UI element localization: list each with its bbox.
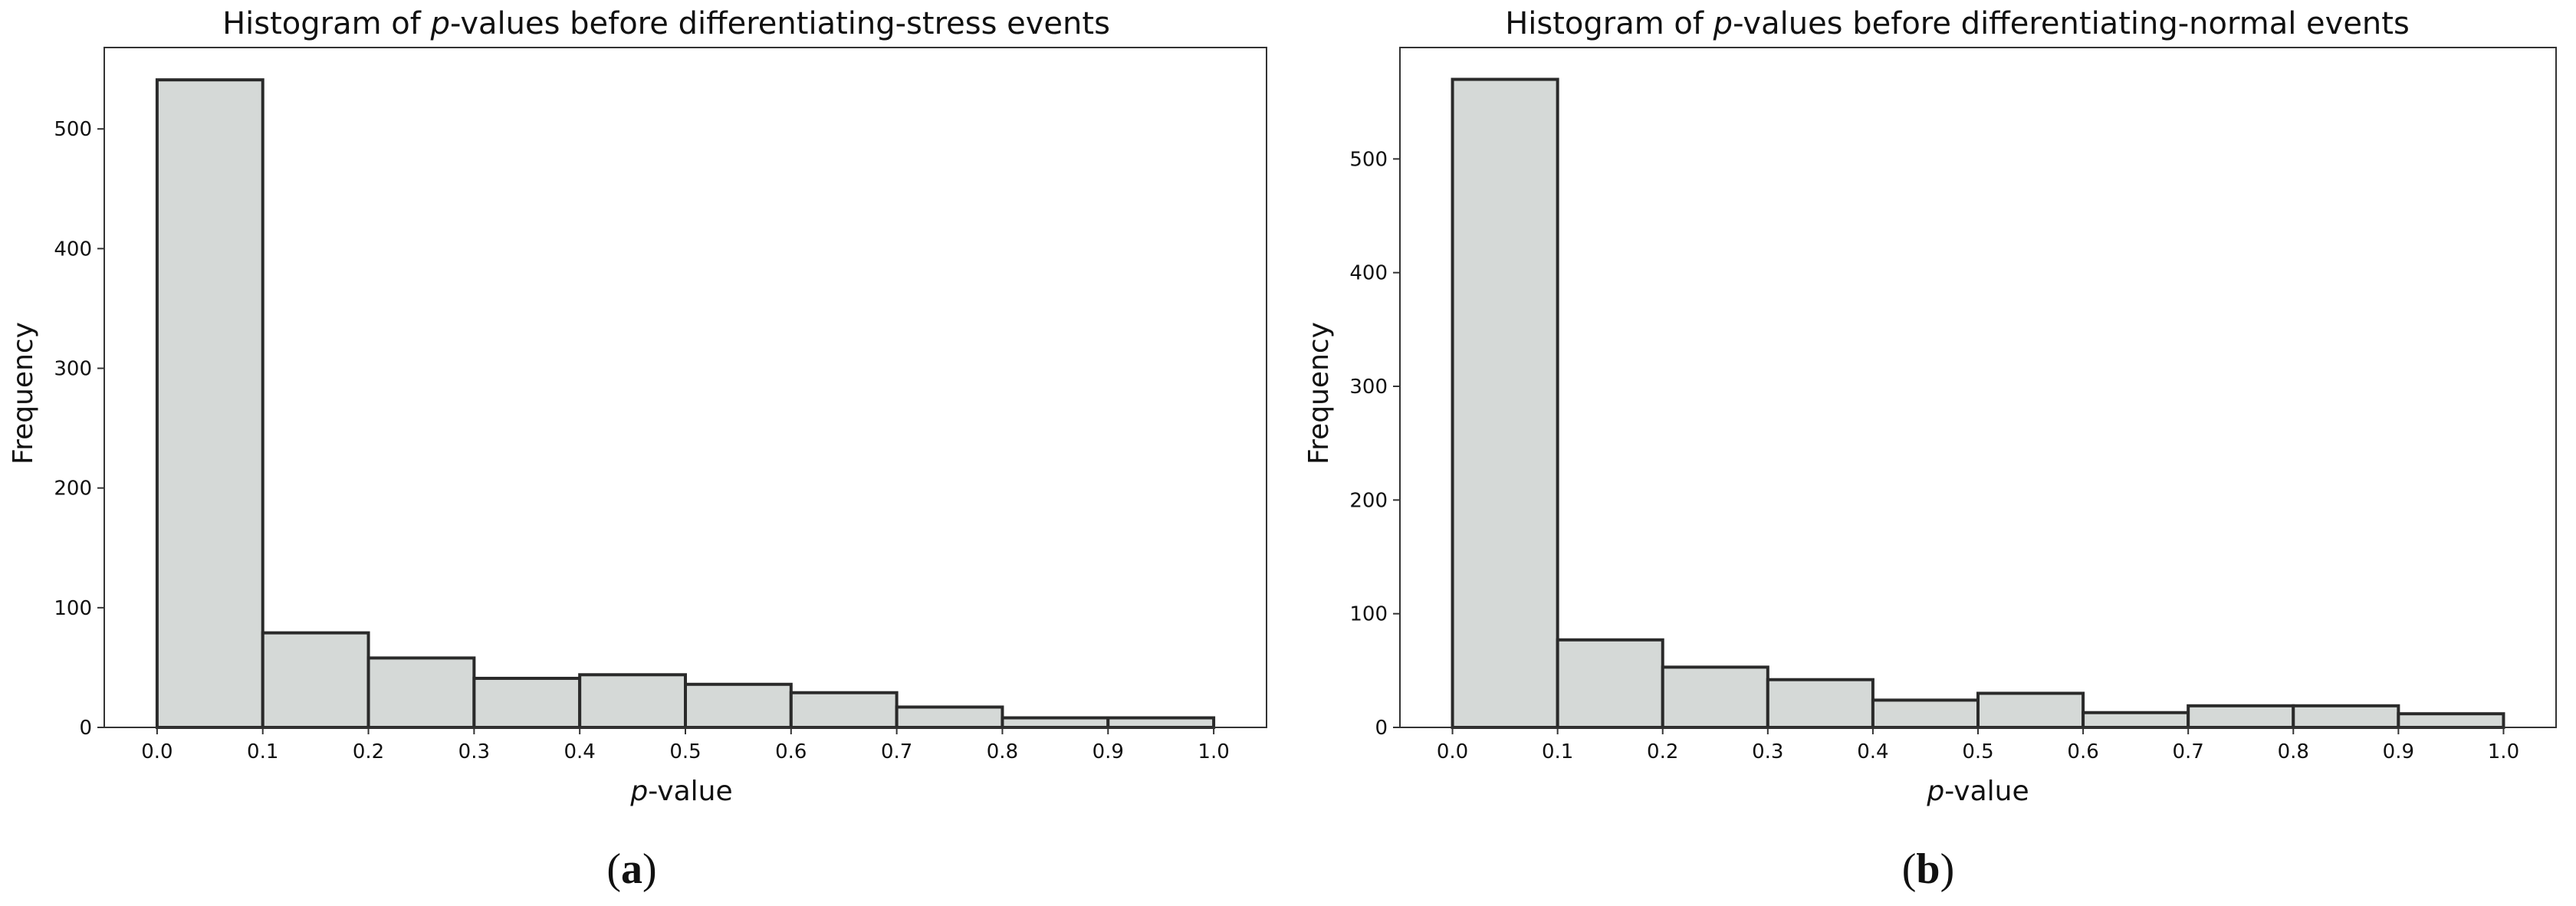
y-axis-label: Frequency — [1303, 322, 1335, 464]
histogram-bar — [472, 676, 582, 729]
y-axis-label: Frequency — [8, 322, 39, 464]
histogram-bar — [1976, 691, 2085, 729]
histogram-bar — [789, 691, 899, 729]
y-tick-label: 200 — [1349, 489, 1388, 512]
histogram-bar — [1106, 716, 1216, 729]
x-tick-label: 0.1 — [1542, 740, 1573, 763]
y-axis-ticks: 0 100 200 300 400 500 — [1349, 148, 1400, 740]
y-tick-label: 0 — [1375, 717, 1388, 740]
histogram-bar — [1766, 678, 1875, 729]
bars — [155, 78, 1216, 730]
x-axis-ticks: 0.0 0.1 0.2 0.3 0.4 0.5 0.6 0.7 0.8 0.9 1.0 — [1437, 727, 2519, 763]
plot-frame — [104, 47, 1267, 728]
histogram-bar — [261, 631, 370, 729]
histogram-bar — [684, 682, 793, 729]
histogram-bar — [1451, 77, 1559, 729]
y-tick-label: 300 — [54, 358, 92, 381]
histogram-bar — [2397, 712, 2505, 730]
histogram-bar — [1556, 638, 1664, 729]
x-tick-label: 1.0 — [2488, 740, 2519, 763]
x-tick-label: 0.0 — [1437, 740, 1468, 763]
histogram-bar — [578, 673, 687, 730]
histogram-bar — [2292, 704, 2400, 730]
histogram-bar — [895, 705, 1004, 729]
chart-title: Histogram of p-values before differentia… — [222, 6, 1110, 41]
histogram-panel-b: Histogram of p-values before differentia… — [1303, 6, 2557, 893]
histogram-bar — [1661, 665, 1769, 729]
y-tick-label: 500 — [54, 118, 92, 141]
plot-frame — [1399, 47, 2557, 728]
x-axis-label: p-value — [1926, 776, 2029, 807]
y-tick-label: 300 — [1349, 376, 1388, 399]
x-tick-label: 0.5 — [1962, 740, 1993, 763]
y-tick-label: 400 — [1349, 262, 1388, 285]
x-tick-label: 0.4 — [1857, 740, 1888, 763]
histogram-bar — [2082, 711, 2190, 730]
x-tick-label: 0.7 — [881, 740, 912, 763]
panel-label: (a) — [606, 845, 656, 893]
y-tick-label: 500 — [1349, 148, 1388, 171]
x-tick-label: 0.3 — [1752, 740, 1783, 763]
histogram-bar — [155, 78, 264, 729]
y-tick-label: 200 — [54, 478, 92, 501]
x-tick-label: 0.8 — [987, 740, 1018, 763]
x-tick-label: 0.2 — [1647, 740, 1678, 763]
x-tick-label: 0.5 — [669, 740, 701, 763]
y-tick-label: 400 — [54, 238, 92, 261]
histogram-panel-a: Histogram of p-values before differentia… — [8, 6, 1267, 893]
histogram-bar — [2187, 704, 2295, 730]
y-axis-ticks: 0 100 200 300 400 500 — [54, 118, 104, 740]
x-tick-label: 0.9 — [2383, 740, 2414, 763]
x-tick-label: 0.2 — [353, 740, 384, 763]
x-axis-ticks: 0.0 0.1 0.2 0.3 0.4 0.5 0.6 0.7 0.8 0.9 1.0 — [141, 727, 1230, 763]
x-tick-label: 0.1 — [247, 740, 278, 763]
x-tick-label: 0.6 — [775, 740, 807, 763]
histogram-bar — [1001, 716, 1110, 729]
x-tick-label: 0.4 — [564, 740, 596, 763]
x-tick-label: 0.6 — [2067, 740, 2098, 763]
x-tick-label: 0.8 — [2278, 740, 2309, 763]
histogram-bar — [366, 656, 476, 730]
y-tick-label: 100 — [1349, 603, 1388, 626]
y-tick-label: 0 — [79, 717, 92, 740]
x-axis-label: p-value — [629, 776, 732, 807]
y-tick-label: 100 — [54, 597, 92, 620]
x-tick-label: 0.9 — [1092, 740, 1124, 763]
x-tick-label: 0.3 — [458, 740, 490, 763]
x-tick-label: 1.0 — [1198, 740, 1229, 763]
x-tick-label: 0.7 — [2173, 740, 2204, 763]
chart-title: Histogram of p-values before differentia… — [1505, 6, 2410, 41]
panel-label: (b) — [1902, 845, 1954, 893]
x-tick-label: 0.0 — [141, 740, 172, 763]
bars — [1451, 77, 2505, 730]
histogram-bar — [1871, 698, 1980, 730]
